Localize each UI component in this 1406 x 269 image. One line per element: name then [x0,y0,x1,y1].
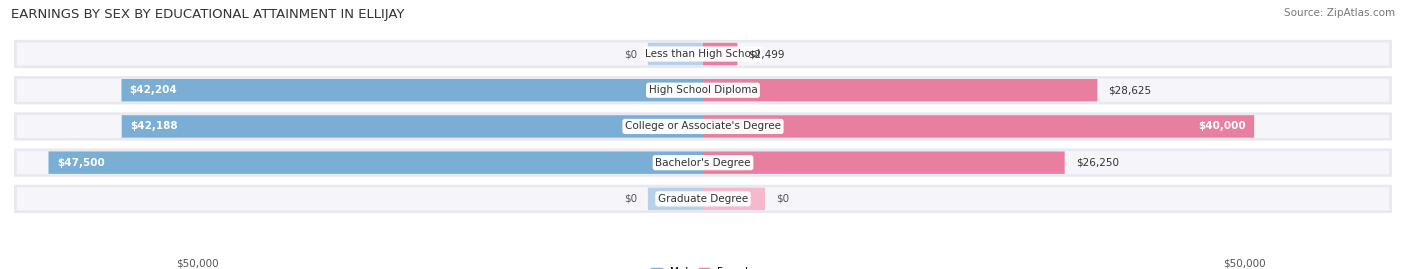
FancyBboxPatch shape [122,115,703,138]
Text: $50,000: $50,000 [176,258,218,268]
Legend: Male, Female: Male, Female [647,263,759,269]
Text: $40,000: $40,000 [1198,121,1246,132]
FancyBboxPatch shape [14,112,1392,140]
FancyBboxPatch shape [14,76,1392,104]
Text: $2,499: $2,499 [748,49,785,59]
FancyBboxPatch shape [648,188,703,210]
Text: College or Associate's Degree: College or Associate's Degree [626,121,780,132]
Text: $50,000: $50,000 [1223,258,1265,268]
Text: High School Diploma: High School Diploma [648,85,758,95]
FancyBboxPatch shape [14,185,1392,213]
FancyBboxPatch shape [703,79,1098,101]
Text: $42,188: $42,188 [129,121,177,132]
Text: $0: $0 [776,194,789,204]
Text: $0: $0 [624,49,637,59]
Text: Bachelor's Degree: Bachelor's Degree [655,158,751,168]
Text: EARNINGS BY SEX BY EDUCATIONAL ATTAINMENT IN ELLIJAY: EARNINGS BY SEX BY EDUCATIONAL ATTAINMEN… [11,8,405,21]
Text: Graduate Degree: Graduate Degree [658,194,748,204]
FancyBboxPatch shape [14,148,1392,177]
Text: Source: ZipAtlas.com: Source: ZipAtlas.com [1284,8,1395,18]
FancyBboxPatch shape [703,115,1254,138]
FancyBboxPatch shape [17,187,1389,210]
Text: Less than High School: Less than High School [645,49,761,59]
FancyBboxPatch shape [17,151,1389,174]
FancyBboxPatch shape [48,151,703,174]
FancyBboxPatch shape [17,115,1389,138]
Text: $26,250: $26,250 [1076,158,1119,168]
FancyBboxPatch shape [648,43,703,65]
FancyBboxPatch shape [14,40,1392,68]
Text: $42,204: $42,204 [129,85,177,95]
FancyBboxPatch shape [703,188,765,210]
Text: $47,500: $47,500 [56,158,104,168]
FancyBboxPatch shape [17,43,1389,66]
FancyBboxPatch shape [703,151,1064,174]
FancyBboxPatch shape [17,79,1389,102]
Text: $0: $0 [624,194,637,204]
FancyBboxPatch shape [121,79,703,101]
FancyBboxPatch shape [703,43,737,65]
Text: $28,625: $28,625 [1108,85,1152,95]
